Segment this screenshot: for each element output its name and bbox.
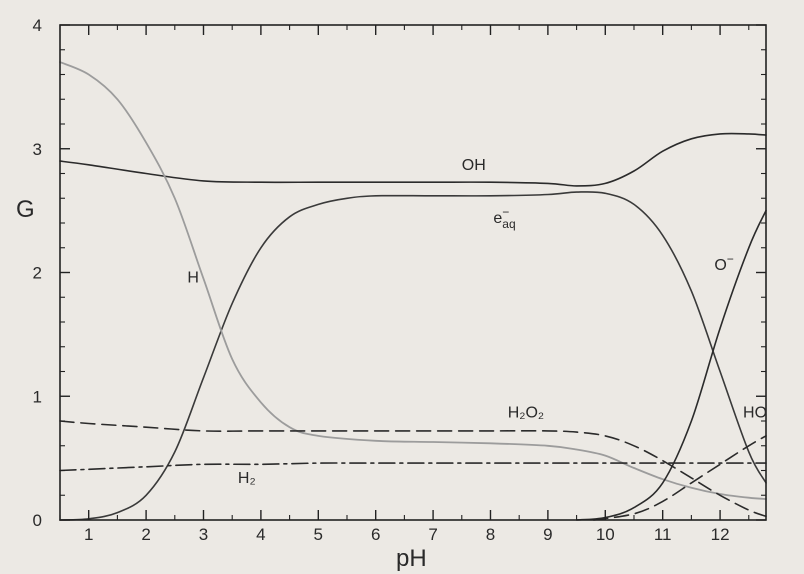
series-label: H: [187, 269, 199, 286]
x-tick-label: 9: [543, 525, 552, 544]
x-tick-label: 8: [486, 525, 495, 544]
series-labels: OH e− aq H H₂O₂ H₂ O− HO: [187, 157, 767, 487]
series-line-h: [59, 61, 767, 500]
x-tick-label: 12: [711, 525, 730, 544]
x-tick-label: 7: [428, 525, 437, 544]
x-axis-label: pH: [396, 545, 427, 572]
series-layer: [59, 61, 767, 521]
y-tick-label: 4: [33, 16, 42, 35]
series-label: O−: [714, 252, 733, 274]
series-label: e− aq: [493, 205, 515, 231]
y-tick-label: 1: [33, 387, 42, 406]
x-tick-label: 4: [256, 525, 265, 544]
series-line-h-o: [59, 420, 767, 518]
x-tick-label: 1: [84, 525, 93, 544]
x-tick-label: 11: [654, 525, 672, 544]
y-tick-label: 0: [33, 511, 42, 530]
series-label: H₂O₂: [508, 404, 544, 421]
x-tick-label: 3: [199, 525, 208, 544]
x-tick-label: 6: [371, 525, 380, 544]
y-tick-label: 2: [33, 264, 42, 283]
series-line-h: [59, 462, 767, 472]
x-tick-label: 5: [314, 525, 323, 544]
plot-frame: [59, 24, 767, 521]
series-line-e-aq: [59, 191, 767, 521]
series-line-ho: [593, 435, 767, 521]
x-tick-label: 2: [141, 525, 150, 544]
y-axis-label: G: [16, 196, 35, 223]
series-label: HO: [743, 404, 767, 421]
x-tick-label: 10: [596, 525, 615, 544]
series-label: H₂: [238, 470, 256, 487]
series-line-o: [575, 209, 767, 521]
series-label: OH: [462, 157, 486, 174]
y-tick-label: 3: [33, 140, 42, 159]
series-line-oh: [59, 132, 767, 187]
